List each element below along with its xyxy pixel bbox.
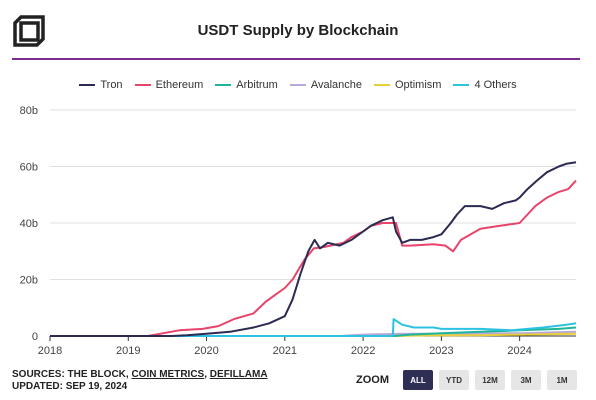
y-tick-label: 20b [20,275,38,287]
legend-swatch-tron [79,84,96,86]
legend-label-ethereum: Ethereum [155,79,204,91]
title-divider [12,58,580,60]
chart-footer: SOURCES: THE BLOCK, COIN METRICS, DEFILL… [12,369,268,393]
legend-item-4-others[interactable]: 4 Others [453,79,517,91]
zoom-ytd-button[interactable]: YTD [439,370,469,390]
x-tick-label: 2019 [116,345,140,357]
x-tick-label: 2024 [507,345,531,357]
y-tick-label: 0 [32,331,38,343]
line-chart: 0 20b 40b 60b 80b 2018 2019 2020 2021 2022 2023 202… [20,105,577,357]
y-tick-label: 60b [20,162,38,174]
y-tick-label: 40b [20,218,38,230]
legend-label-tron: Tron [100,79,123,91]
zoom-all-button[interactable]: ALL [403,370,433,390]
zoom-12m-button[interactable]: 12M [475,370,505,390]
series-line-arbitrum[interactable] [50,326,577,337]
legend-label-4-others: 4 Others [474,79,517,91]
defillama-link[interactable]: DEFILLAMA [209,369,268,380]
series-line-ethereum[interactable] [50,179,577,337]
zoom-1m-button[interactable]: 1M [547,370,577,390]
legend-swatch-arbitrum [215,84,232,86]
legend-swatch-ethereum [134,84,151,86]
series-line-tron[interactable] [50,161,577,337]
x-tick-label: 2018 [38,345,62,357]
x-tick-label: 2021 [273,345,297,357]
zoom-controls: ZOOM ALL YTD 12M 3M 1M [356,370,577,390]
y-tick-label: 80b [20,105,38,117]
coin-metrics-link[interactable]: COIN METRICS [131,369,205,380]
legend-item-ethereum[interactable]: Ethereum [134,79,204,91]
sources-prefix: SOURCES: THE BLOCK, [12,369,132,380]
x-tick-label: 2023 [429,345,453,357]
sources-separator: , [204,369,210,380]
legend-label-arbitrum: Arbitrum [236,79,278,91]
legend-swatch-avalanche [289,84,306,86]
sources-line: SOURCES: THE BLOCK, COIN METRICS, DEFILL… [12,369,268,381]
legend-item-arbitrum[interactable]: Arbitrum [215,79,278,91]
legend-item-tron[interactable]: Tron [79,79,123,91]
legend-label-avalanche: Avalanche [310,79,362,91]
legend-swatch-4-others [453,84,470,86]
legend-item-avalanche[interactable]: Avalanche [289,79,362,91]
legend-item-optimism[interactable]: Optimism [374,79,441,91]
legend-swatch-optimism [374,84,390,86]
the-block-logo-icon [13,15,45,47]
x-tick-label: 2020 [194,345,218,357]
chart-title: USDT Supply by Blockchain [197,22,399,39]
chart-legend: Tron Ethereum Arbitrum Avalanche Optimis… [0,79,596,91]
x-tick-label: 2022 [351,345,375,357]
series-line-4-others[interactable] [50,318,577,337]
zoom-3m-button[interactable]: 3M [511,370,541,390]
updated-date: UPDATED: SEP 19, 2024 [12,381,128,392]
zoom-label: ZOOM [356,374,389,386]
legend-label-optimism: Optimism [395,79,442,91]
